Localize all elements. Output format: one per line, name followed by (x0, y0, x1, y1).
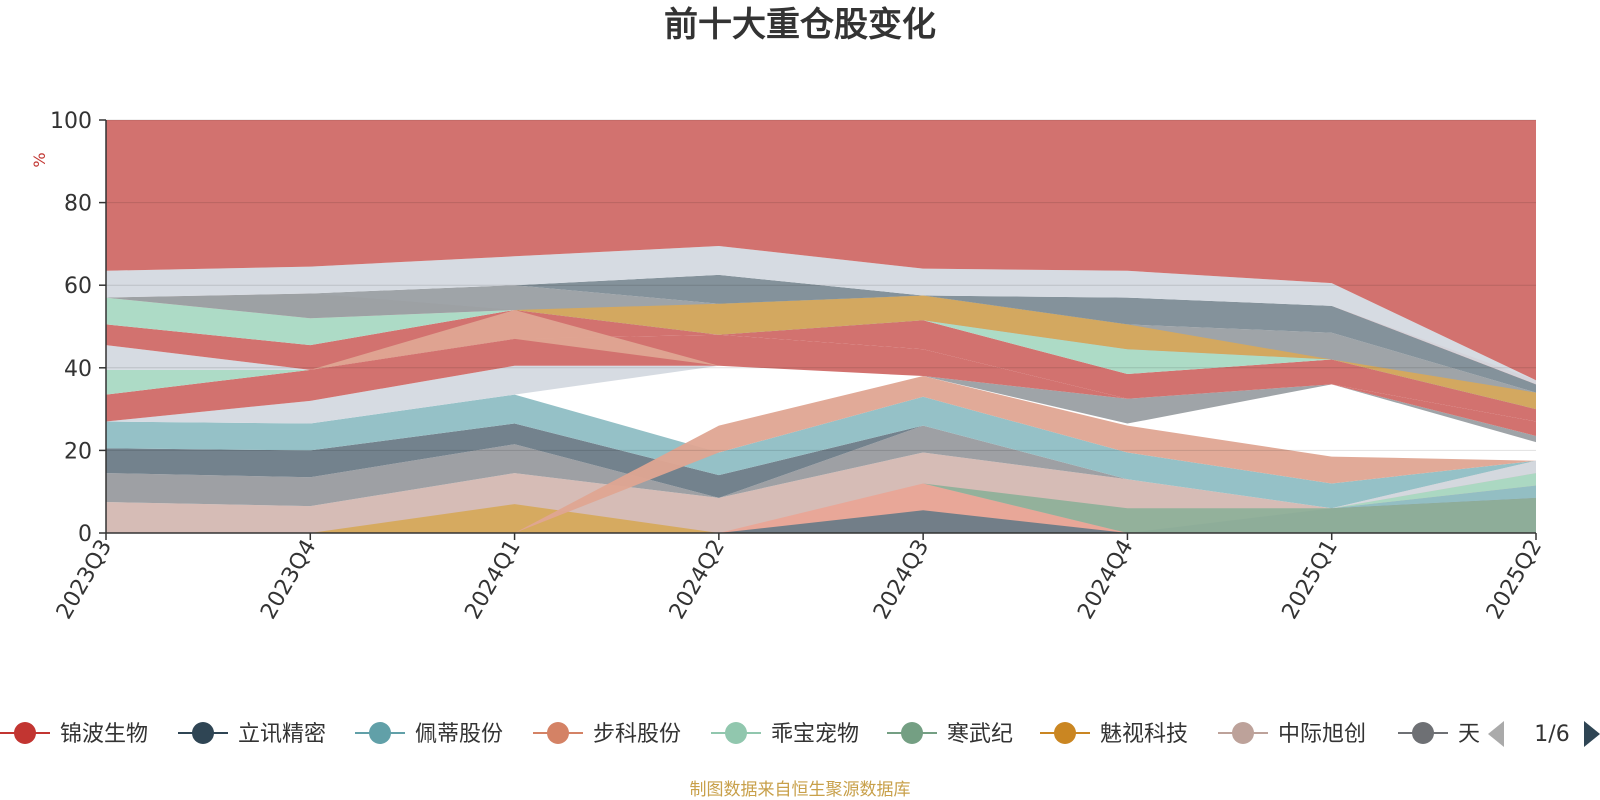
x-tick-label: 2024Q2 (665, 536, 730, 624)
legend-label: 佩蒂股份 (415, 722, 503, 747)
legend-marker (1054, 722, 1076, 744)
legend-label: 天 (1458, 722, 1480, 747)
y-tick-label: 100 (50, 109, 92, 134)
pager-prev-icon[interactable] (1488, 721, 1504, 747)
y-axis-unit: % (30, 152, 49, 167)
y-tick-label: 80 (64, 192, 92, 217)
y-tick-label: 60 (64, 274, 92, 299)
x-tick-label: 2023Q4 (256, 536, 321, 624)
area-layer-9 (106, 483, 1536, 533)
legend-label: 魅视科技 (1100, 722, 1188, 747)
area-layer-22 (106, 274, 1536, 393)
legend-label: 锦波生物 (60, 722, 148, 747)
y-tick-label: 0 (78, 522, 92, 547)
legend-item[interactable]: 中际旭创 (1218, 722, 1366, 747)
legend-marker (1232, 722, 1254, 744)
area-layer-2 (106, 504, 1536, 533)
legend-label: 步科股份 (593, 722, 681, 747)
area-layer-24 (106, 245, 1536, 385)
x-tick-label: 2024Q3 (869, 536, 934, 624)
y-tick-label: 20 (64, 439, 92, 464)
legend-item[interactable]: 锦波生物 (0, 722, 148, 747)
grid-lines (106, 119, 1536, 451)
legend-marker (369, 722, 391, 744)
legend-item[interactable]: 步科股份 (533, 722, 681, 747)
watermark-text: 制图数据来自恒生聚源数据库 (690, 780, 911, 800)
x-tick-label: 2023Q3 (52, 536, 117, 624)
legend-marker (725, 722, 747, 744)
area-layers (106, 120, 1536, 533)
area-layer-19 (106, 309, 1536, 422)
area-layer-4 (106, 423, 1536, 509)
legend-label: 中际旭创 (1278, 722, 1366, 747)
legend[interactable]: 锦波生物 立讯精密 佩蒂股份 步科股份 乖宝宠物 寒武纪 魅视科技 中际旭创 天 1/6 (0, 700, 1600, 770)
y-tick-label: 40 (64, 357, 92, 382)
legend-pager-text: 1/6 (1534, 722, 1569, 747)
legend-item[interactable]: 佩蒂股份 (355, 722, 503, 747)
legend-item[interactable]: 立讯精密 (178, 722, 326, 747)
legend-marker (547, 722, 569, 744)
area-layer-6 (106, 376, 1536, 533)
area-layer-5 (106, 394, 1536, 509)
area-layer-3 (106, 425, 1536, 509)
area-layer-13 (106, 334, 1536, 436)
legend-item[interactable]: 乖宝宠物 (711, 722, 859, 747)
legend-marker (14, 722, 36, 744)
x-tick-label: 2024Q1 (460, 536, 525, 624)
chart-title: 前十大重仓股变化 (664, 5, 936, 45)
x-tick-label: 2024Q4 (1073, 536, 1138, 624)
legend-item[interactable]: 天 (1398, 722, 1480, 747)
legend-item[interactable]: 魅视科技 (1040, 722, 1188, 747)
legend-marker (192, 722, 214, 744)
x-tick-label: 2025Q2 (1482, 536, 1547, 624)
x-tick-label: 2025Q1 (1278, 536, 1343, 624)
area-layer-21 (106, 295, 1536, 410)
pager-next-icon[interactable] (1584, 721, 1600, 747)
legend-item[interactable]: 寒武纪 (887, 722, 1013, 747)
legend-marker (1412, 722, 1434, 744)
legend-label: 寒武纪 (947, 722, 1013, 747)
legend-label: 乖宝宠物 (771, 722, 859, 747)
legend-label: 立讯精密 (238, 722, 326, 747)
area-layer-25 (106, 120, 1536, 381)
area-layer-7 (106, 483, 1536, 533)
legend-marker (901, 722, 923, 744)
